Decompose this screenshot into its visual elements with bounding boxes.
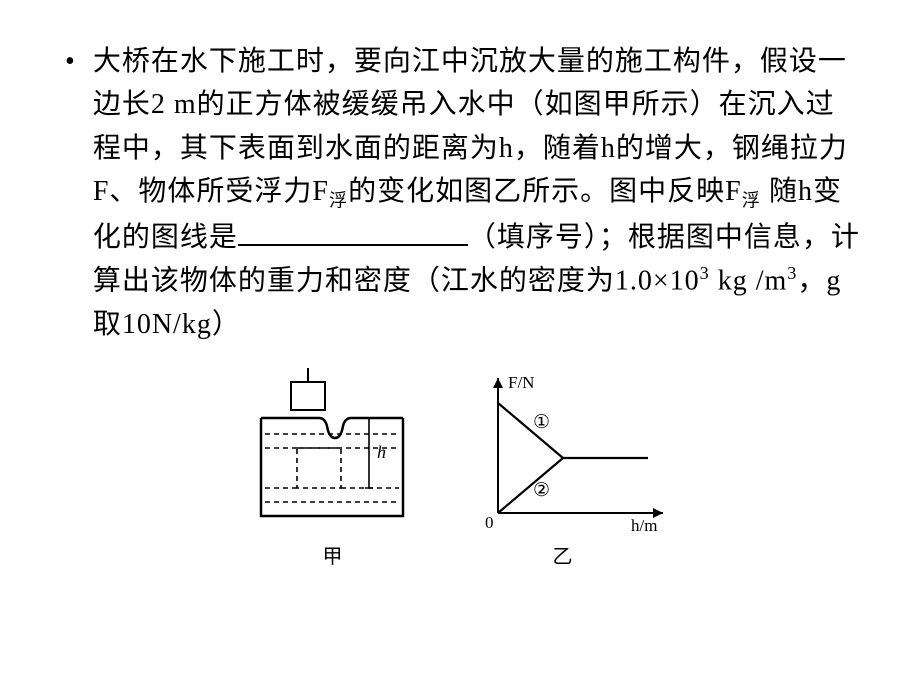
caption-yi: 乙 xyxy=(463,540,673,569)
bullet-dot: • xyxy=(65,40,75,85)
water-meniscus xyxy=(319,418,351,438)
curve-2 xyxy=(498,458,563,513)
bullet-row: • 大桥在水下施工时，要向江中沉放大量的施工构件，假设一边长2 m的正方体被缓缓… xyxy=(65,40,860,346)
figure-yi-svg: F/N h/m 0 ① ② xyxy=(463,368,673,533)
submerged-cube xyxy=(297,448,341,488)
figure-jia-svg: h xyxy=(253,368,413,533)
h-bracket xyxy=(365,418,373,488)
label-1: ① xyxy=(533,412,550,433)
sup-3: 3 xyxy=(700,263,710,283)
sub-fu-1: 浮 xyxy=(329,191,348,211)
figure-jia: h 甲 xyxy=(253,368,413,569)
figures-row: h 甲 F/N h/m 0 ① ② xyxy=(65,368,860,569)
y-axis-label: F/N xyxy=(508,373,534,392)
text-seg2: 的变化如图乙所示。图中反映F xyxy=(348,176,742,207)
cube-block xyxy=(291,382,325,410)
x-axis-label: h/m xyxy=(631,516,657,533)
sub-fu-2: 浮 xyxy=(742,191,761,211)
text-seg5: kg /m xyxy=(710,265,788,296)
caption-jia: 甲 xyxy=(253,540,413,569)
slide-content: • 大桥在水下施工时，要向江中沉放大量的施工构件，假设一边长2 m的正方体被缓缓… xyxy=(0,0,920,589)
figure-yi: F/N h/m 0 ① ② 乙 xyxy=(463,368,673,569)
curve-1 xyxy=(498,403,648,458)
y-arrow xyxy=(493,378,503,388)
label-2: ② xyxy=(533,480,550,501)
origin-label: 0 xyxy=(485,513,494,532)
h-label: h xyxy=(377,442,386,462)
sup-3b: 3 xyxy=(787,263,797,283)
problem-text: 大桥在水下施工时，要向江中沉放大量的施工构件，假设一边长2 m的正方体被缓缓吊入… xyxy=(93,40,860,346)
blank-underline xyxy=(238,215,468,246)
container-outline xyxy=(261,418,403,516)
